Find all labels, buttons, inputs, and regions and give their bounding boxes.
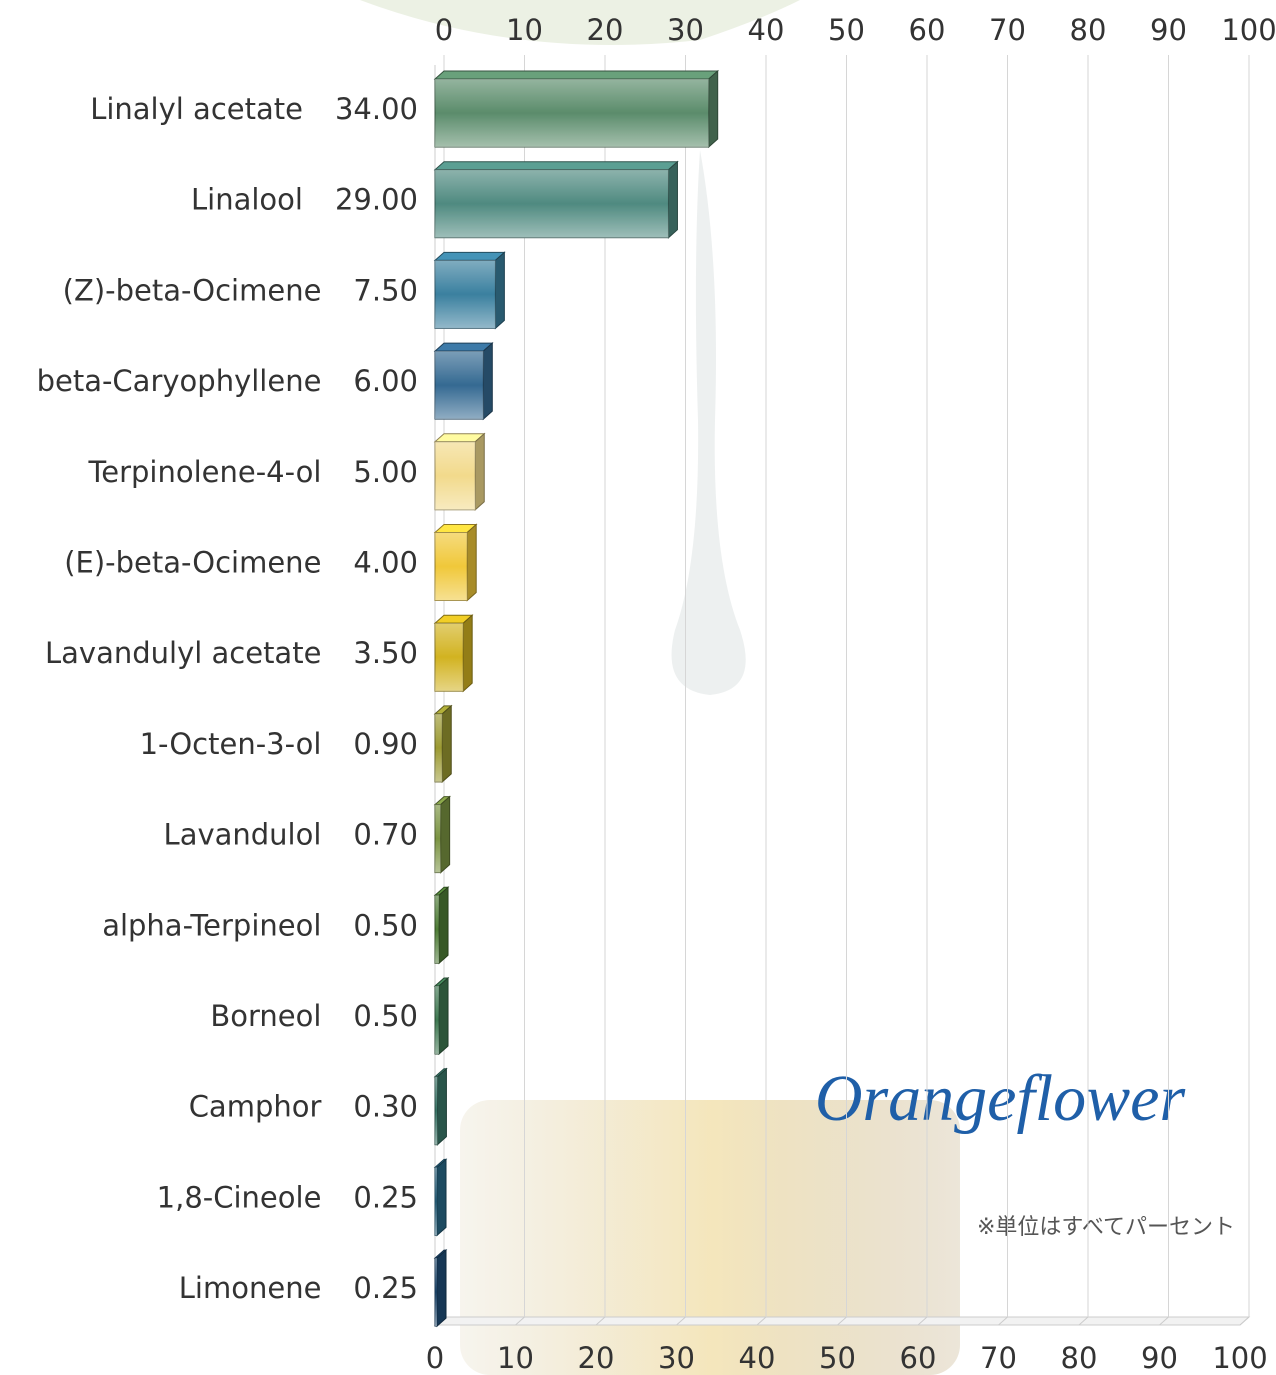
category-label: (E)-beta-Ocimene [64, 546, 321, 580]
bar-top [435, 252, 504, 260]
bar-top [435, 162, 677, 170]
value-label: 0.50 [353, 908, 418, 942]
value-label: 0.25 [353, 1180, 418, 1214]
bar-shine [435, 351, 483, 419]
bar-group [435, 162, 677, 238]
bar-group [435, 525, 476, 601]
bar-side [709, 71, 718, 147]
bar-shine [435, 805, 441, 873]
value-label: 6.00 [353, 364, 418, 398]
bar-side [495, 252, 504, 328]
bar-side [475, 434, 484, 510]
x-tick-label: 50 [828, 13, 865, 47]
bar-shine [435, 895, 439, 963]
x-tick-label: 60 [900, 1341, 937, 1375]
category-label: Terpinolene-4-ol [87, 455, 321, 489]
category-label: Linalyl acetate [90, 92, 303, 126]
x-tick-label: 0 [435, 13, 453, 47]
category-label: (Z)-beta-Ocimene [63, 273, 322, 307]
x-tick-label: 20 [578, 1341, 615, 1375]
bar-shine [435, 533, 467, 601]
bar-group [435, 252, 504, 328]
category-label: Camphor [189, 1090, 322, 1124]
category-label: Lavandulyl acetate [45, 636, 321, 670]
bar-side [437, 1069, 446, 1145]
category-label: 1,8-Cineole [157, 1180, 322, 1214]
x-tick-label: 10 [506, 13, 543, 47]
x-tick-label: 30 [667, 13, 704, 47]
x-tick-label: 100 [1212, 1341, 1267, 1375]
x-tick-label: 70 [989, 13, 1026, 47]
bar-side [437, 1159, 446, 1235]
bar-shine [435, 714, 442, 782]
x-tick-label: 20 [587, 13, 624, 47]
bar-shine [435, 1167, 437, 1235]
bar-side [442, 706, 451, 782]
value-label: 5.00 [353, 455, 418, 489]
value-label: 0.50 [353, 999, 418, 1033]
bar-shine [435, 442, 475, 510]
category-label: Borneol [210, 999, 321, 1033]
value-label: 0.90 [353, 727, 418, 761]
category-label: Linalool [191, 183, 303, 217]
category-label: Limonene [179, 1271, 322, 1305]
bar-side [439, 978, 448, 1054]
x-tick-label: 90 [1141, 1341, 1178, 1375]
category-label: Lavandulol [164, 818, 322, 852]
x-tick-label: 40 [748, 13, 785, 47]
bar-group [435, 434, 484, 510]
bar-group [435, 978, 448, 1054]
x-tick-label: 10 [497, 1341, 534, 1375]
bar-group [435, 1250, 446, 1326]
x-tick-label: 60 [909, 13, 946, 47]
bar-shine [435, 260, 495, 328]
x-tick-label: 90 [1150, 13, 1187, 47]
bar-shine [435, 170, 668, 238]
bar-group [435, 1069, 446, 1145]
bar-group [435, 343, 492, 419]
unit-note: ※単位はすべてパーセント [977, 1215, 1235, 1240]
bar-group [435, 797, 450, 873]
x-tick-label: 80 [1061, 1341, 1098, 1375]
value-label: 4.00 [353, 546, 418, 580]
bar-side [441, 797, 450, 873]
bar-shine [435, 1258, 437, 1326]
bar-group [435, 706, 451, 782]
bar-top [435, 71, 718, 79]
value-label: 0.70 [353, 818, 418, 852]
x-tick-label: 40 [739, 1341, 776, 1375]
chart: Orangeflower ※単位はすべてパーセント 0 0 10 10 20 20 30 30… [0, 0, 1276, 1375]
bar-shine [435, 986, 439, 1054]
bar-side [467, 525, 476, 601]
category-label: alpha-Terpineol [102, 908, 321, 942]
bar-group [435, 887, 448, 963]
bar-side [437, 1250, 446, 1326]
value-label: 0.25 [353, 1271, 418, 1305]
value-label: 34.00 [335, 92, 418, 126]
category-label: beta-Caryophyllene [37, 364, 322, 398]
bar-side [483, 343, 492, 419]
bar-side [668, 162, 677, 238]
bar-group [435, 71, 718, 147]
x-tick-label: 0 [426, 1341, 444, 1375]
logo: Orangeflower [815, 1062, 1186, 1135]
bar-group [435, 615, 472, 691]
bar-top [435, 343, 492, 351]
x-tick-label: 70 [980, 1341, 1017, 1375]
x-tick-label: 30 [658, 1341, 695, 1375]
bar-group [435, 1159, 446, 1235]
x-tick-label: 50 [819, 1341, 856, 1375]
bar-shine [435, 1077, 437, 1145]
x-tick-label: 100 [1221, 13, 1276, 47]
bar-shine [435, 79, 709, 147]
bar-side [439, 887, 448, 963]
value-label: 3.50 [353, 636, 418, 670]
bar-shine [435, 623, 463, 691]
value-label: 7.50 [353, 273, 418, 307]
value-label: 0.30 [353, 1090, 418, 1124]
category-label: 1-Octen-3-ol [140, 727, 322, 761]
x-tick-label: 80 [1070, 13, 1107, 47]
bar-side [463, 615, 472, 691]
value-label: 29.00 [335, 183, 418, 217]
